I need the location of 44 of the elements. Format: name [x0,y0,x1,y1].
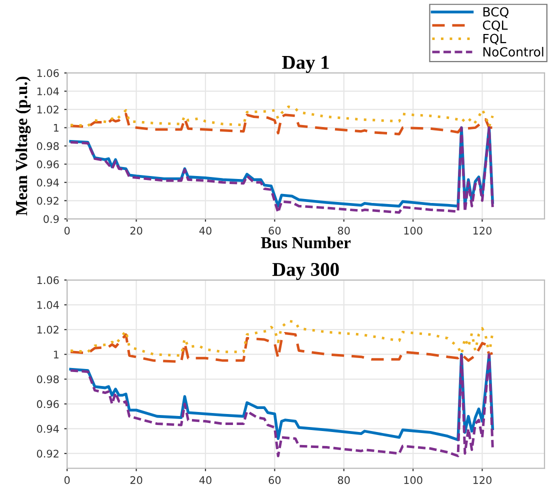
legend-label: FQL [483,34,506,45]
x-tick-label: 0 [64,226,70,235]
y-tick-label: 1.06 [37,276,59,284]
y-tick-label: 0.92 [36,196,58,205]
x-tick-label: 40 [199,476,212,484]
legend-label: NoControl [483,46,544,57]
chart-title: Day 300 [272,262,339,280]
line-series [69,112,494,136]
y-tick-label: 0.9 [44,215,59,223]
x-tick-label: 60 [268,476,281,484]
line-series [69,105,494,128]
x-tick-label: 20 [130,476,142,484]
chart-title: Day 1 [282,56,329,73]
x-tick-label: 120 [473,226,492,235]
legend-label: CQL [482,20,508,32]
y-tick-label: 1.02 [37,326,58,334]
x-tick-label: 0 [64,476,70,484]
line-series [69,332,494,364]
x-tick-label: 60 [268,226,281,235]
x-tick-label: 100 [404,226,422,235]
y-tick-label: 1.04 [37,301,59,309]
x-tick-label: 100 [404,476,422,484]
y-axis-title: Mean Voltage (p.u.) [15,76,31,216]
x-tick-label: 80 [338,476,350,484]
y-tick-label: 0.96 [36,400,59,408]
x-tick-label: 20 [130,226,142,235]
line-series [69,353,494,458]
x-tick-label: 80 [338,226,350,235]
y-tick-label: 0.98 [36,142,59,150]
x-tick-label: 40 [199,226,212,235]
y-tick-label: 0.98 [36,375,59,384]
y-tick-label: 0.96 [36,160,59,168]
line-series [69,320,494,357]
x-tick-label: 120 [473,476,492,484]
y-tick-label: 0.94 [36,424,59,433]
y-tick-label: 1 [54,350,58,358]
y-tick-label: 0.92 [36,450,58,458]
y-tick-label: 1.06 [37,69,59,78]
x-axis-title: Bus Number [260,236,351,248]
legend-label: BCQ [483,7,508,18]
y-tick-label: 1.04 [37,87,59,96]
y-tick-label: 0.94 [36,178,59,187]
y-tick-label: 1 [54,124,58,132]
y-tick-label: 1.02 [37,106,58,114]
